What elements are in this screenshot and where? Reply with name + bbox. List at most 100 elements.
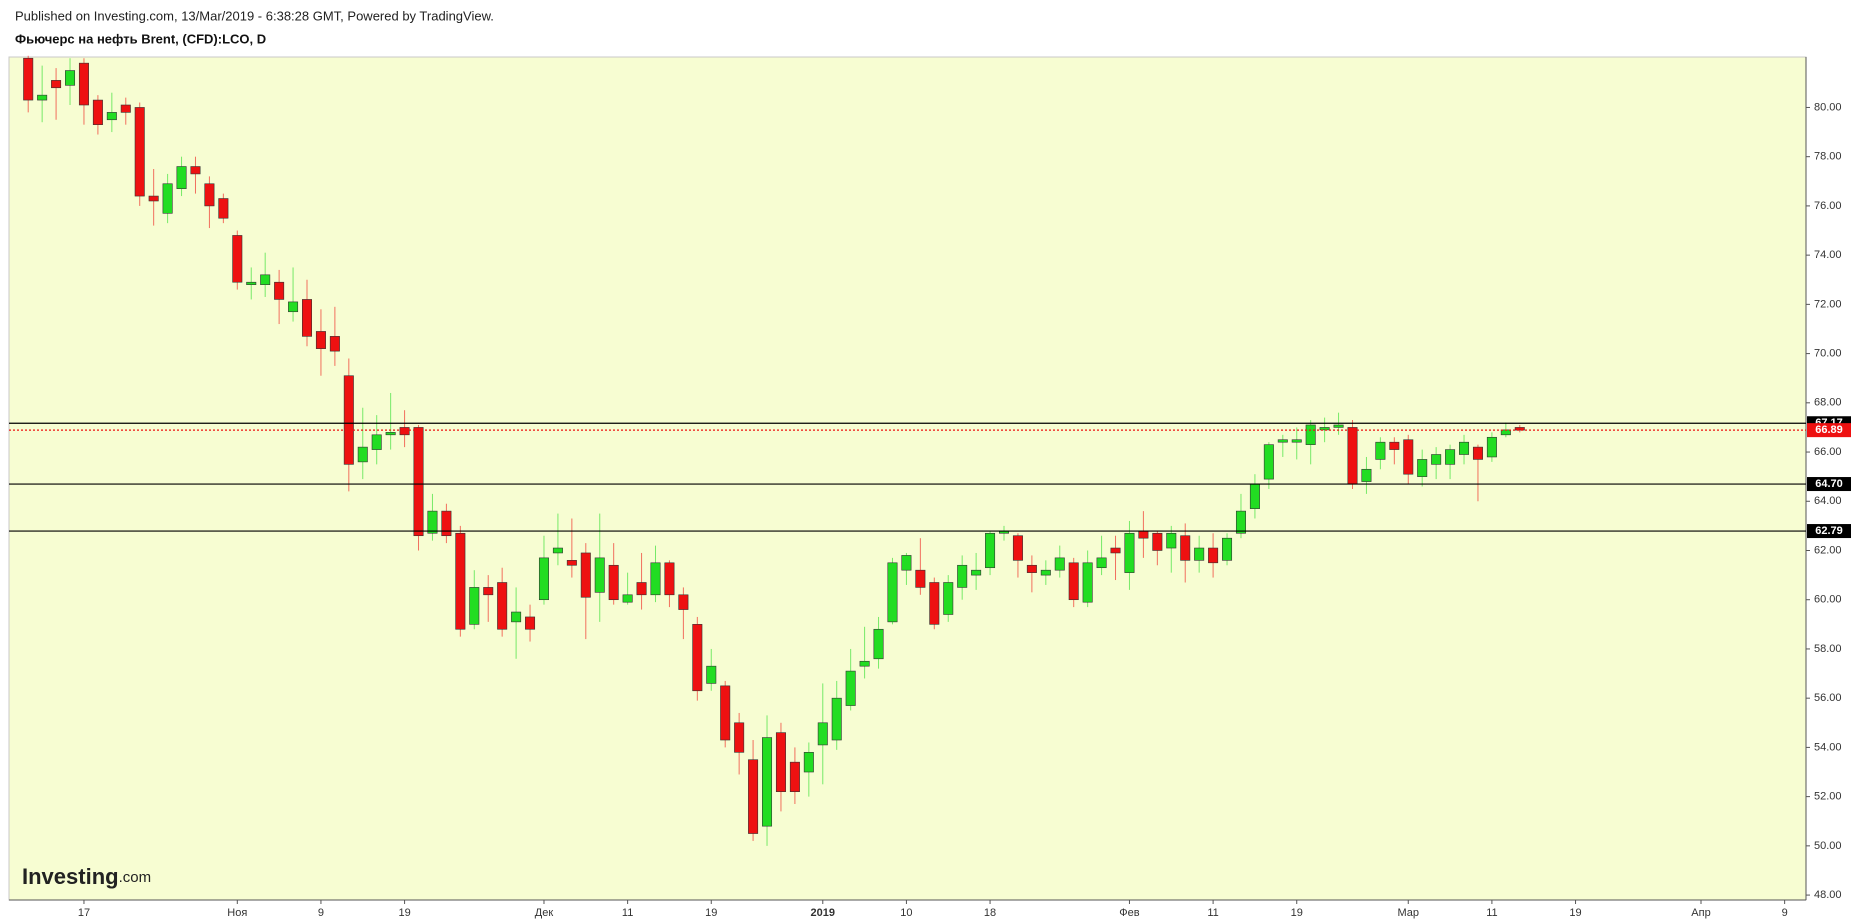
candle-body (371, 434, 382, 450)
candle-body (343, 375, 354, 465)
candle-body (692, 624, 703, 692)
candle-body (636, 582, 647, 596)
candle-body (260, 274, 271, 285)
candle-body (1347, 427, 1358, 485)
candle-body (1431, 454, 1442, 465)
candle-body (678, 594, 689, 610)
x-tick-label: Дек (535, 907, 554, 919)
y-tick-label: 68.00 (1814, 397, 1842, 409)
candle-body (538, 557, 549, 601)
candle-body (232, 235, 243, 283)
candle-body (734, 722, 745, 753)
candle-body (1166, 532, 1177, 549)
x-tick-label: 11 (1486, 907, 1497, 919)
candle-body (1403, 439, 1414, 475)
candle-body (1472, 446, 1483, 460)
candle-body (1389, 441, 1400, 450)
candle-body (1305, 424, 1316, 445)
level-label: 66.89 (1815, 424, 1843, 436)
candle-body (1514, 427, 1525, 431)
candle-body (497, 582, 508, 630)
candle-body (566, 560, 577, 566)
candle-body (622, 594, 633, 603)
watermark: Investing.com (22, 864, 151, 889)
candle-body (190, 166, 201, 175)
candle-body (762, 737, 773, 827)
candle-body (23, 57, 34, 101)
candle-body (176, 166, 187, 189)
candle-body (413, 427, 424, 537)
candle-body (357, 446, 368, 463)
candle-body (301, 299, 312, 337)
x-tick-label: 19 (1291, 907, 1303, 919)
candle-body (789, 761, 800, 793)
candle-body (1319, 427, 1330, 431)
candle-body (1096, 557, 1107, 569)
candle-body (1361, 468, 1372, 482)
x-tick-label: 11 (622, 907, 633, 919)
x-tick-label: 18 (984, 907, 996, 919)
y-tick-label: 66.00 (1814, 446, 1842, 458)
candle-body (106, 112, 117, 121)
candle-body (162, 183, 173, 214)
candle-body (775, 732, 786, 793)
candle-body (218, 198, 229, 219)
candle-body (469, 587, 480, 625)
watermark-suffix: .com (119, 869, 152, 886)
y-tick-label: 54.00 (1814, 741, 1842, 753)
candle-body (385, 432, 396, 436)
candle-body (148, 195, 159, 202)
candle-body (511, 611, 522, 623)
candle-body (525, 616, 536, 630)
y-tick-label: 56.00 (1814, 692, 1842, 704)
candle-body (706, 665, 717, 684)
candle-body (1235, 510, 1246, 534)
publish-info: Published on Investing.com, 13/Mar/2019 … (15, 8, 494, 23)
candle-body (1068, 562, 1079, 601)
candle-body (1040, 569, 1051, 576)
candle-body (65, 70, 76, 86)
x-tick-label: 19 (705, 907, 717, 919)
x-tick-label: Фев (1119, 907, 1139, 919)
candle-body (1208, 547, 1219, 564)
candle-body (1486, 436, 1497, 458)
level-label-box (1807, 524, 1851, 539)
chart-title: Фьючерс на нефть Brent, (CFD):LCO, D (15, 31, 266, 46)
candle-body (1026, 564, 1037, 573)
y-tick-label: 50.00 (1814, 840, 1842, 852)
candle-body (483, 587, 494, 596)
candle-body (51, 80, 62, 89)
candle-body (985, 532, 996, 569)
candle-body (552, 547, 563, 554)
candle-body (957, 564, 968, 588)
x-tick-label: 11 (1207, 907, 1218, 919)
candle-body (92, 99, 103, 125)
candle-body (1417, 459, 1428, 477)
candle-body (455, 532, 466, 630)
candle-body (78, 62, 89, 106)
candle-body (274, 281, 285, 300)
watermark-brand: Investing (22, 864, 119, 889)
candle-body (134, 107, 145, 197)
y-tick-label: 80.00 (1814, 101, 1842, 113)
y-tick-label: 64.00 (1814, 495, 1842, 507)
y-tick-label: 78.00 (1814, 151, 1842, 163)
candle-body (650, 562, 661, 596)
candle-body (873, 628, 884, 660)
x-tick-label: 9 (1782, 907, 1788, 919)
x-tick-label: 19 (398, 907, 410, 919)
candle-body (971, 569, 982, 576)
candle-body (120, 104, 131, 113)
plot-area (8, 56, 1807, 901)
candle-body (720, 685, 731, 741)
candle-body (1291, 439, 1302, 443)
x-tick-label: Ноя (227, 907, 247, 919)
candle-body (315, 331, 326, 349)
candle-body (37, 94, 48, 101)
candle-body (1054, 557, 1065, 571)
candle-body (817, 722, 828, 746)
candle-body (1124, 532, 1135, 573)
candle-body (399, 427, 410, 436)
candle-body (915, 569, 926, 588)
